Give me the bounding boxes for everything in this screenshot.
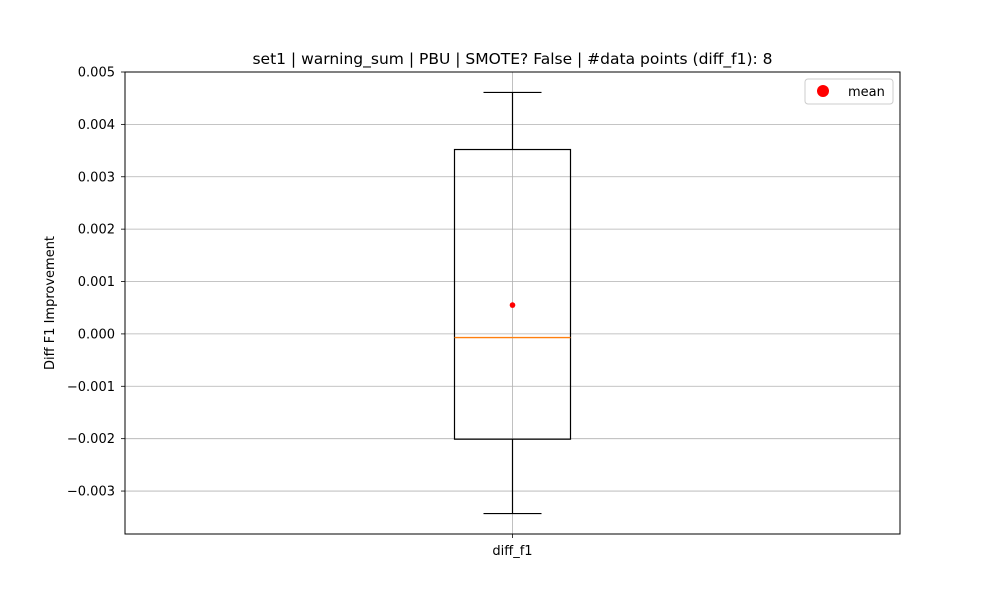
y-tick-label: 0.000 bbox=[78, 327, 115, 342]
interquartile-box bbox=[453, 148, 572, 440]
y-axis-ticks: −0.003 −0.002 −0.001 0.000 0.001 0.002 0.003 0.… bbox=[67, 66, 125, 500]
y-tick-label: −0.001 bbox=[67, 380, 115, 395]
x-tick-label: diff_f1 bbox=[492, 544, 532, 559]
mean-marker bbox=[509, 302, 516, 308]
y-tick-label: 0.002 bbox=[78, 223, 115, 238]
x-axis-ticks: diff_f1 bbox=[492, 534, 533, 559]
legend: mean bbox=[804, 78, 894, 105]
box-layer bbox=[453, 91, 572, 515]
chart-title: set1 | warning_sum | PBU | SMOTE? False … bbox=[252, 50, 772, 69]
legend-mean-marker bbox=[817, 85, 829, 97]
y-tick-label: −0.003 bbox=[67, 485, 115, 500]
y-tick-label: 0.003 bbox=[78, 170, 115, 185]
y-tick-label: 0.001 bbox=[78, 275, 115, 290]
y-tick-label: 0.004 bbox=[78, 118, 115, 133]
y-tick-label: 0.005 bbox=[78, 66, 115, 81]
y-axis-label: Diff F1 Improvement bbox=[43, 236, 58, 370]
y-tick-label: −0.002 bbox=[67, 432, 115, 447]
legend-frame bbox=[804, 78, 894, 105]
legend-mean-label: mean bbox=[848, 85, 885, 100]
